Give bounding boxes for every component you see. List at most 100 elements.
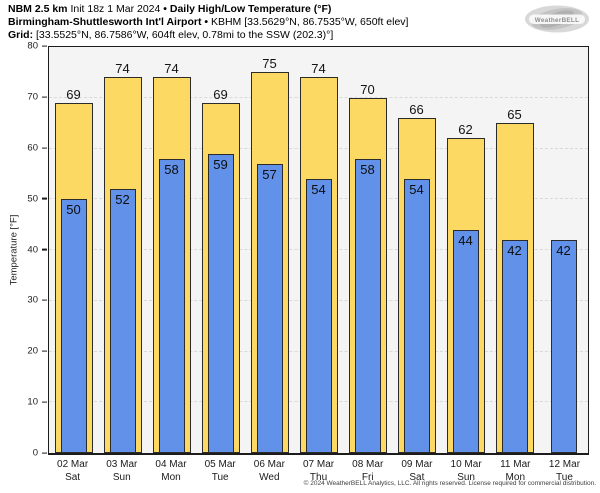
low-value-label: 54 [409,181,424,197]
high-value-label: 69 [66,86,81,102]
low-value-label: 44 [458,232,473,248]
y-tick-label-0: 0 [32,447,38,459]
x-tick-label-02-mar: 02 Mar Sat [48,459,97,484]
y-tick-mark [42,248,47,251]
high-value-label: 62 [458,122,473,138]
station-name: Birmingham-Shuttlesworth Int'l Airport [8,16,202,29]
bar-group-11-mar: 65 42 [490,47,539,453]
bar-group-04-mar: 74 58 [147,47,196,453]
y-tick-label-40: 40 [27,244,38,255]
low-value-label: 58 [360,161,375,177]
bar-group-06-mar: 75 57 [245,47,294,453]
low-bar: 57 [256,163,283,453]
x-label-date: 08 Mar [352,459,384,470]
low-value-label: 42 [556,242,571,258]
high-value-label: 74 [115,61,130,77]
y-axis: 0 10 20 30 40 50 60 70 80 [0,41,47,459]
x-tick-label-05-mar: 05 Mar Tue [196,459,245,484]
bar-group-12-mar: 42 [539,47,588,453]
x-label-date: 12 Mar [548,459,581,470]
high-value-label: 74 [164,61,179,77]
x-label-date: 06 Mar [253,459,285,470]
x-tick-label-08-mar: 08 Mar Fri [343,459,392,484]
low-bar: 58 [158,158,185,453]
low-bar: 54 [403,178,430,453]
x-tick-label-03-mar: 03 Mar Sun [97,459,146,484]
x-label-date: 03 Mar [106,459,138,470]
low-bar: 42 [501,239,528,453]
x-label-day: Fri [361,471,374,483]
y-tick-mark [42,45,47,47]
y-tick-label-10: 10 [27,396,38,408]
low-value-label: 59 [213,156,228,172]
separator-dot: • [163,3,167,15]
header-line-2: Birmingham-Shuttlesworth Int'l Airport •… [8,16,408,29]
low-value-label: 54 [311,181,326,197]
x-label-day: Mon [505,471,525,483]
low-bar: 59 [207,153,234,453]
x-label-day: Sun [457,471,475,483]
y-tick-mark [42,299,47,301]
y-tick-mark [42,96,47,98]
station-details: KBHM [33.5629°N, 86.7535°W, 650ft elev] [210,16,409,29]
high-value-label: 65 [507,107,522,123]
y-tick-mark [42,401,47,403]
x-label-date: 10 Mar [450,459,482,470]
grid-details: [33.5525°N, 86.7586°W, 604ft elev, 0.78m… [36,29,334,42]
y-tick-label-30: 30 [27,294,38,306]
bar-group-09-mar: 66 54 [392,47,441,453]
bar-group-02-mar: 69 50 [49,47,98,453]
x-tick-label-09-mar: 09 Mar Sat [392,459,441,484]
copyright-notice: © 2024 WeatherBELL Analytics, LLC. All r… [303,480,596,487]
low-value-label: 42 [507,242,522,258]
y-tick-label-20: 20 [27,345,38,357]
y-tick-label-60: 60 [27,142,38,154]
grid-label: Grid: [8,29,34,42]
plot-area: 69 50 74 52 74 58 69 59 75 57 74 54 70 58 66 54 62 44 65 42… [48,46,589,455]
x-tick-label-10-mar: 10 Mar Sun [442,459,491,484]
bar-group-03-mar: 74 52 [98,47,147,453]
low-value-label: 50 [66,202,81,218]
x-label-day: Tue [211,471,229,483]
x-label-date: 09 Mar [401,459,433,470]
x-axis-labels: 02 Mar Sat 03 Mar Sun 04 Mar Mon 05 Mar Tue 06 M… [48,459,589,484]
x-label-day: Sat [65,471,81,483]
x-tick-label-06-mar: 06 Mar Wed [245,459,294,484]
y-tick-mark [42,147,47,149]
low-value-label: 52 [115,192,130,208]
x-label-day: Mon [161,471,181,483]
bar-group-08-mar: 70 58 [343,47,392,453]
y-tick-mark [42,350,47,352]
x-label-day: Tue [556,471,573,483]
x-label-date: 07 Mar [302,459,335,470]
x-label-date: 05 Mar [204,459,236,470]
product-title: Daily High/Low Temperature (°F) [169,3,332,15]
low-bar: 50 [60,199,87,453]
bar-group-10-mar: 62 44 [441,47,490,453]
x-tick-label-12-mar: 12 Mar Tue [540,459,589,484]
y-tick-mark [42,452,47,454]
init-time: Init 18z 1 Mar 2024 [70,3,161,15]
low-bar: 44 [452,229,479,453]
x-tick-label-04-mar: 04 Mar Mon [146,459,195,484]
separator-dot: • [204,16,209,29]
weatherbell-logo: WeatherBELL [518,2,596,36]
low-bar: 58 [354,158,381,453]
x-label-day: Thu [309,471,328,483]
model-name: NBM 2.5 km [8,3,68,15]
y-tick-label-70: 70 [27,91,38,103]
chart-header: NBM 2.5 km Init 18z 1 Mar 2024 • Daily H… [8,3,408,43]
logo-text: WeatherBELL [535,17,579,24]
low-bar: 52 [109,189,136,453]
high-value-label: 66 [409,102,424,118]
low-bar: 54 [305,178,332,453]
header-line-3: Grid: [33.5525°N, 86.7586°W, 604ft elev,… [8,29,408,42]
high-value-label: 75 [262,56,277,72]
x-label-date: 11 Mar [500,459,531,470]
bar-group-05-mar: 69 59 [196,47,245,453]
x-label-date: 02 Mar [57,459,89,470]
low-bar: 42 [550,239,577,453]
x-label-date: 04 Mar [155,459,187,470]
y-tick-label-50: 50 [27,193,38,205]
header-line-1: NBM 2.5 km Init 18z 1 Mar 2024 • Daily H… [8,3,408,16]
